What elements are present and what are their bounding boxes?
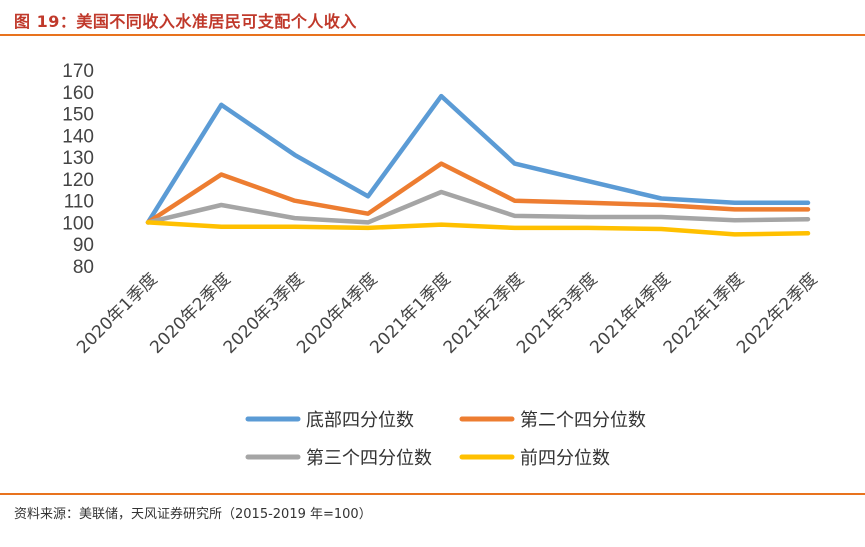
plot-area: [145, 93, 811, 237]
legend-label-2: 第二个四分位数: [520, 410, 646, 431]
figure-title: 图 19：美国不同收入水准居民可支配个人收入: [14, 12, 357, 31]
source-divider: [0, 493, 865, 495]
y-tick-label: 90: [73, 235, 94, 256]
legend-label-1: 底部四分位数: [306, 410, 414, 431]
series-line-3: [145, 189, 811, 225]
y-tick-label: 120: [62, 170, 94, 191]
y-tick-label: 110: [64, 192, 94, 213]
y-tick-label: 100: [62, 213, 94, 234]
title-divider: [0, 34, 865, 36]
series-line-1: [145, 93, 811, 225]
y-tick-label: 130: [62, 148, 94, 169]
y-tick-label: 170: [62, 61, 94, 82]
series-line-4: [145, 220, 811, 237]
legend-label-3: 第三个四分位数: [306, 448, 432, 469]
legend-label-4: 前四分位数: [520, 448, 610, 469]
series-line-2: [145, 161, 811, 225]
y-tick-label: 160: [62, 83, 94, 104]
y-tick-label: 140: [62, 126, 94, 147]
y-tick-label: 80: [73, 257, 94, 278]
source-note: 资料来源：美联储，天风证券研究所（2015-2019 年=100）: [14, 507, 372, 522]
y-tick-label: 150: [62, 105, 94, 126]
x-axis: 2020年1季度2020年2季度2020年3季度2020年4季度2021年1季度…: [73, 269, 821, 357]
